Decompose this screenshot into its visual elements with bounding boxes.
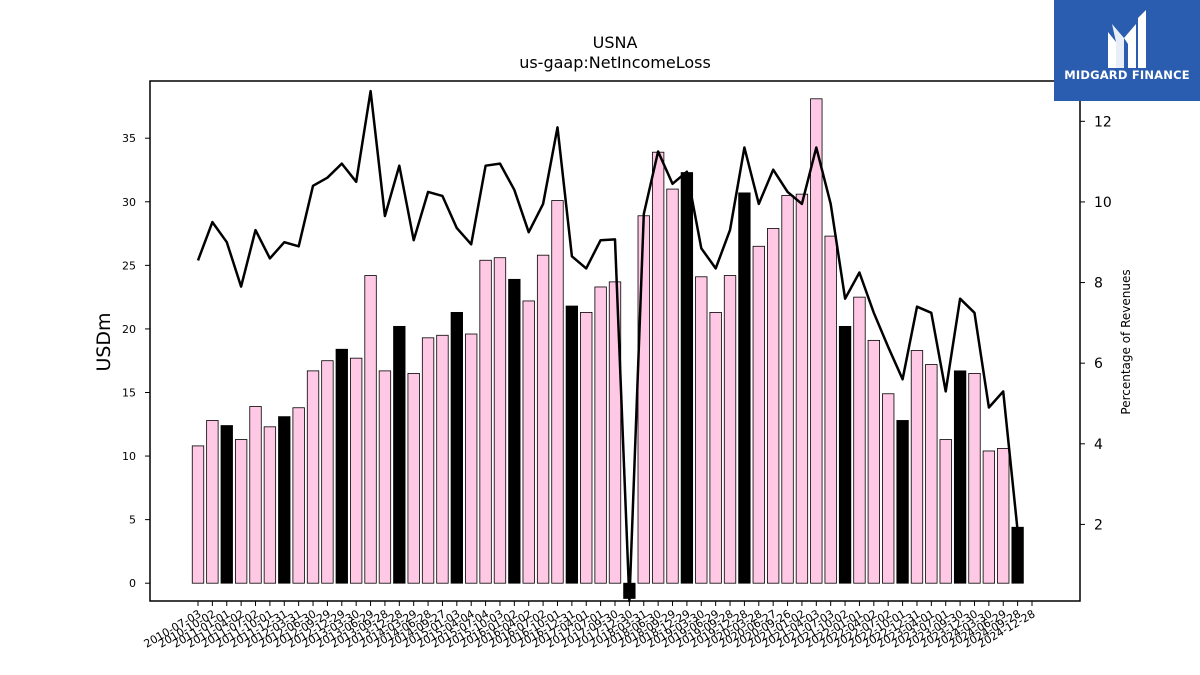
bar [853, 296, 866, 584]
y-tick-label: 20 [122, 323, 136, 336]
y2-axis-label: Percentage of Revenues [1119, 269, 1133, 414]
bar [436, 334, 449, 584]
bar [752, 245, 765, 584]
bar [421, 337, 435, 584]
chart-subtitle: us-gaap:NetIncomeLoss [519, 53, 711, 72]
line-series [196, 89, 1019, 603]
bar [278, 416, 291, 584]
bar [263, 426, 277, 584]
y-axis-label: USDm [93, 312, 115, 371]
y-tick-label: 35 [122, 132, 136, 145]
bar [953, 370, 967, 584]
bar [522, 300, 535, 584]
bar [882, 393, 895, 584]
bar [364, 275, 377, 584]
bar [565, 305, 579, 584]
bar [321, 360, 334, 584]
bar [393, 325, 406, 584]
y2-tick-label: 6 [1094, 356, 1103, 372]
bar [651, 151, 665, 584]
bar [608, 281, 622, 584]
y-tick-label: 5 [129, 514, 136, 527]
y-tick-label: 10 [122, 450, 136, 463]
bar [838, 325, 852, 584]
bar [824, 235, 837, 584]
bar [234, 439, 248, 584]
bar [508, 278, 521, 584]
bar [292, 407, 305, 584]
bar [982, 450, 996, 584]
y-axis-ticks: 0 5 10 15 20 25 30 35 [122, 132, 150, 590]
bar [1011, 526, 1024, 584]
bar [709, 311, 722, 584]
bar [206, 420, 219, 584]
bar [767, 228, 780, 584]
bar [551, 200, 564, 584]
bar [997, 448, 1010, 584]
bar [465, 333, 478, 584]
y-tick-label: 0 [129, 577, 136, 590]
bar-series [191, 98, 1024, 599]
bar [680, 172, 694, 584]
x-axis-ticks: 2010-07-032010-10-022011-01-012011-04-02… [142, 601, 1038, 651]
bar [580, 311, 593, 584]
bar [867, 339, 880, 584]
bar [723, 275, 737, 584]
bar [896, 420, 909, 584]
brand-logo: MIDGARD FINANCE [1054, 0, 1200, 101]
bar [795, 193, 809, 584]
bar [695, 276, 708, 584]
bar [939, 439, 952, 584]
y-tick-label: 25 [122, 259, 136, 272]
bar [191, 445, 205, 584]
y2-tick-label: 8 [1094, 276, 1103, 292]
bar [637, 215, 650, 584]
bar [536, 254, 550, 584]
y-tick-label: 15 [122, 386, 136, 399]
chart-title: USNA [593, 33, 638, 52]
y2-tick-label: 2 [1094, 517, 1103, 533]
bar [249, 406, 262, 584]
bar [407, 373, 420, 584]
plot-frame [149, 80, 1081, 602]
bar [910, 350, 924, 584]
bar [306, 370, 320, 584]
bar [493, 257, 507, 584]
bar [666, 188, 679, 584]
line-path [196, 89, 1019, 603]
bar [968, 373, 981, 584]
bar [925, 364, 938, 584]
y2-tick-label: 10 [1094, 195, 1112, 211]
y2-axis-ticks: 2 4 6 8 10 12 [1080, 114, 1112, 533]
bar [350, 357, 363, 584]
bar [450, 311, 463, 584]
bar [220, 425, 233, 584]
bar [479, 259, 492, 584]
bar [378, 370, 392, 584]
bar [594, 286, 607, 584]
logo-text: MIDGARD FINANCE [1064, 68, 1190, 82]
y2-tick-label: 4 [1094, 437, 1103, 453]
bar [335, 348, 348, 584]
bar [738, 192, 751, 584]
bar [810, 98, 823, 584]
y-tick-label: 30 [122, 196, 136, 209]
y2-tick-label: 12 [1094, 114, 1112, 130]
midgard-logo-icon [1108, 10, 1146, 68]
bar [781, 195, 794, 584]
